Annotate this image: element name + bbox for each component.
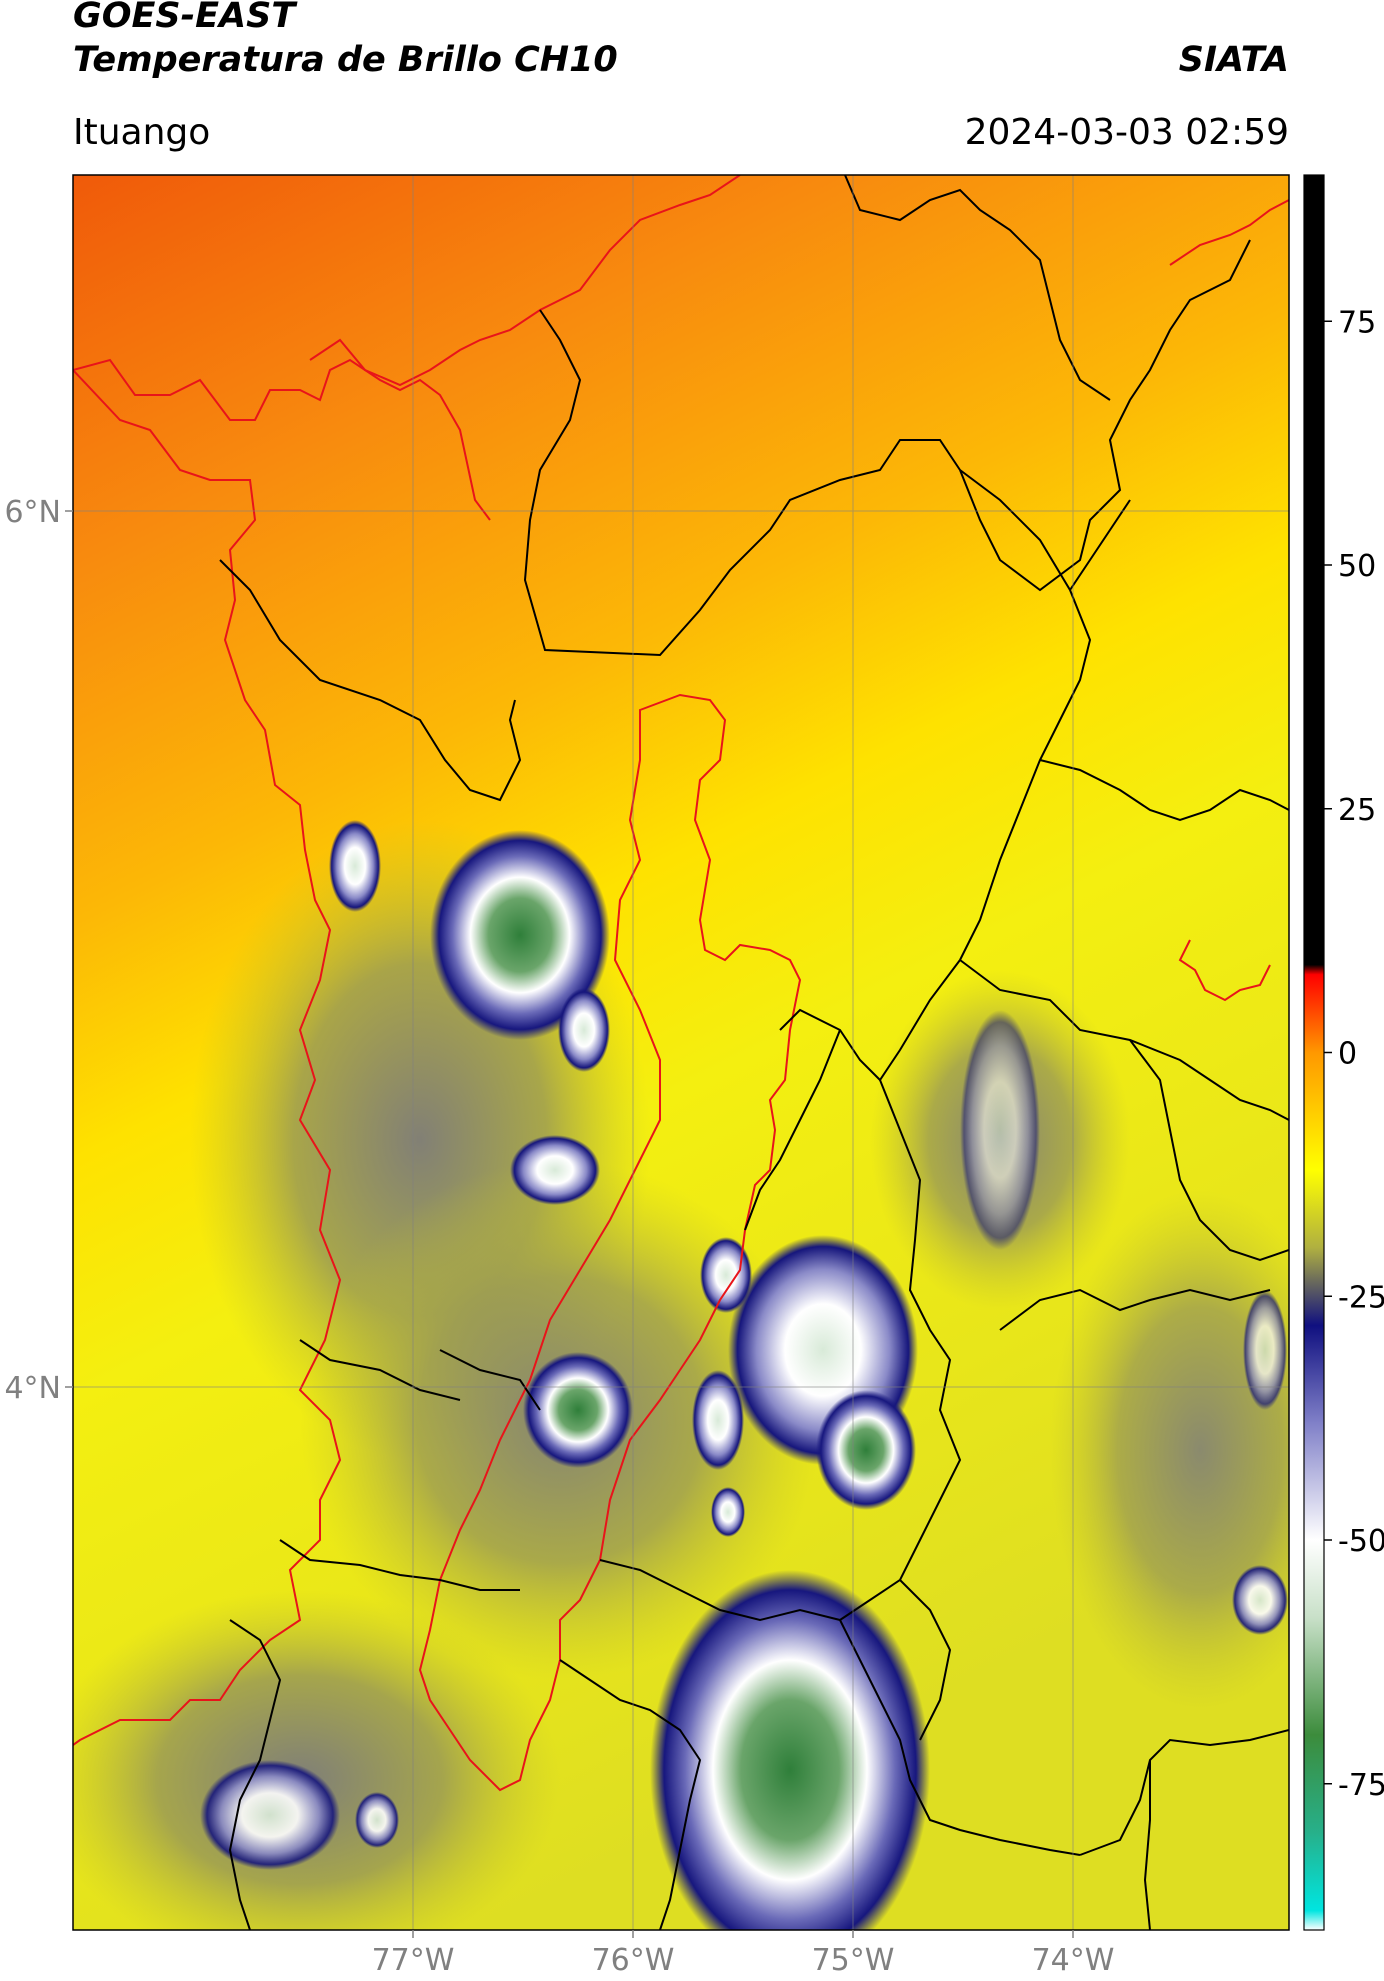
lat-label: 4°N — [4, 1371, 61, 1406]
basin-outline — [418, 693, 802, 1792]
cold-cloud-top — [960, 1010, 1040, 1250]
national-border-panama — [73, 358, 491, 521]
lon-label: 75°W — [812, 1943, 895, 1978]
cold-cloud-top — [329, 820, 381, 912]
national-border-east — [1178, 939, 1271, 1002]
cold-cloud-top — [692, 1370, 744, 1470]
colorbar-tick-label: 75 — [1338, 305, 1376, 340]
region-label: Ituango — [73, 112, 211, 153]
cold-cloud-top — [1243, 1290, 1287, 1410]
colorbar-tick-label: 50 — [1338, 549, 1376, 584]
cold-cloud-top — [510, 1135, 600, 1205]
caribbean-coast — [309, 175, 741, 387]
colorbar — [1303, 174, 1325, 1931]
lon-label: 74°W — [1032, 1943, 1115, 1978]
lat-label: 6°N — [4, 495, 61, 530]
graticule — [73, 175, 1289, 1930]
lon-label: 76°W — [592, 1943, 675, 1978]
cold-cloud-top — [558, 988, 610, 1072]
map-axes: 77°W76°W75°W74°W8°N6°N4°N — [4, 495, 1115, 1978]
cold-cloud-top — [1232, 1565, 1288, 1635]
colorbar-tick-label: -75 — [1338, 1768, 1384, 1803]
lon-label: 77°W — [372, 1943, 455, 1978]
cloud-field-southwest — [73, 1590, 560, 1930]
cloud-field-east — [1050, 1190, 1289, 1710]
cold-cloud-top — [650, 1570, 930, 1930]
cold-cloud-top — [523, 1352, 633, 1468]
coastline-east — [1169, 199, 1289, 266]
cold-cloud-top — [430, 830, 610, 1040]
cold-cloud-top — [711, 1487, 745, 1537]
satellite-source: GOES-EAST — [73, 0, 296, 36]
colorbar-tick-label: 0 — [1338, 1037, 1357, 1072]
cold-cloud-top — [355, 1792, 399, 1848]
cold-cloud-top — [200, 1760, 340, 1870]
map-frame — [72, 174, 1290, 1931]
organization-label: SIATA — [1178, 40, 1289, 80]
colorbar-tick-label: -25 — [1338, 1280, 1384, 1315]
admin-borders — [219, 175, 1289, 1930]
colorbar-tick-label: 25 — [1338, 793, 1376, 828]
cold-cloud-top — [816, 1390, 916, 1510]
colorbar-ticks: 75 50 25 0 -25 -50 -75 — [1324, 305, 1384, 1803]
product-title: Temperatura de Brillo CH10 — [73, 40, 618, 80]
timestamp: 2024-03-03 02:59 — [964, 112, 1289, 153]
cold-cloud-top — [700, 1237, 752, 1313]
colorbar-tick-label: -50 — [1338, 1524, 1384, 1559]
coastline — [73, 369, 342, 1746]
